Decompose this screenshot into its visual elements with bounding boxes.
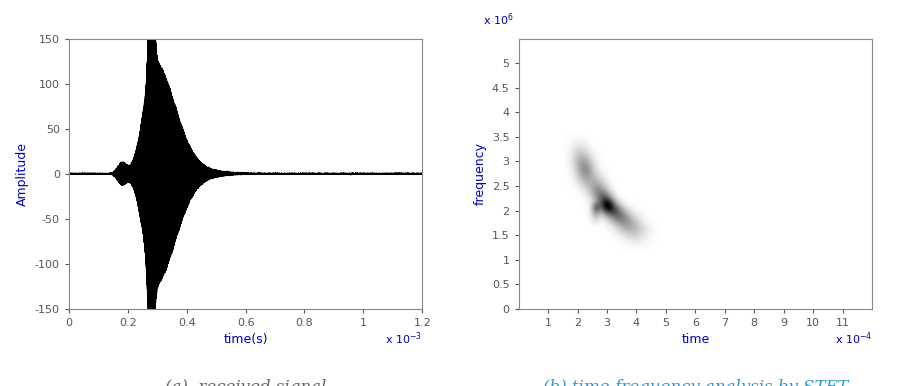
Text: (b) time-frequency analysis by STFT: (b) time-frequency analysis by STFT: [543, 379, 848, 386]
Y-axis label: Amplitude: Amplitude: [17, 142, 29, 206]
Text: x 10$^{6}$: x 10$^{6}$: [483, 11, 514, 28]
X-axis label: time(s): time(s): [223, 334, 268, 346]
Y-axis label: frequency: frequency: [474, 142, 487, 205]
Text: x 10$^{-4}$: x 10$^{-4}$: [834, 331, 872, 347]
X-axis label: time: time: [681, 334, 710, 346]
Text: (a)  received signal: (a) received signal: [165, 379, 326, 386]
Text: x 10$^{-3}$: x 10$^{-3}$: [386, 331, 422, 347]
